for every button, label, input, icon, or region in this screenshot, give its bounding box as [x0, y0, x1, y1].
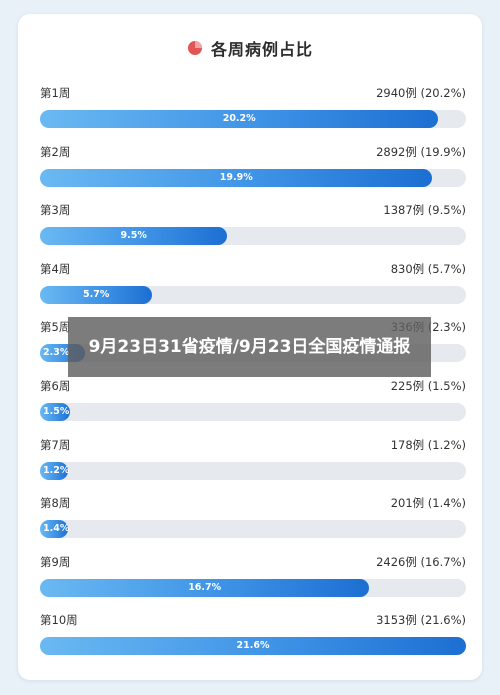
bar-track: 5.7% — [40, 285, 466, 304]
chart-header: 各周病例占比 — [18, 36, 482, 60]
bar — [40, 403, 70, 421]
bar — [40, 637, 466, 656]
row-label: 第8周 — [40, 496, 71, 511]
bar-track: 9.5% — [40, 227, 466, 246]
bar — [40, 285, 153, 304]
bar-data-label: 9.5% — [120, 230, 147, 242]
bar-data-label: 19.9% — [219, 171, 253, 183]
bar-track: 1.5% — [40, 403, 466, 421]
bar-track: 19.9% — [40, 168, 466, 187]
bar-track: 1.4% — [40, 520, 466, 539]
row-label: 第7周 — [40, 437, 71, 452]
bar-track: 20.2% — [40, 110, 466, 128]
row-label: 第3周 — [40, 203, 71, 218]
bar — [40, 168, 433, 187]
bar — [40, 227, 228, 246]
bar-track: 16.7% — [40, 578, 466, 597]
row-label: 第6周 — [40, 379, 71, 393]
bar-data-label: 16.7% — [188, 581, 222, 593]
row-value: 830例 (5.7%) — [390, 261, 466, 276]
bar-track: 21.6% — [40, 637, 466, 656]
bar-data-label: 21.6% — [236, 640, 270, 652]
bar-track: 1.2% — [40, 461, 466, 480]
row-value: 178例 (1.2%) — [390, 437, 466, 452]
row-value: 1387例 (9.5%) — [383, 203, 466, 218]
bar — [40, 461, 68, 480]
bar — [40, 110, 439, 128]
row-label: 第5周 — [40, 320, 71, 335]
headline-banner: 9月23日31省疫情/9月23日全国疫情通报 — [68, 317, 431, 377]
bar — [40, 520, 68, 539]
bar-data-label: 20.2% — [222, 113, 256, 124]
row-label: 第1周 — [40, 86, 71, 100]
row-value: 201例 (1.4%) — [390, 496, 466, 511]
row-value: 2892例 (19.9%) — [376, 144, 466, 159]
chart-title: 各周病例占比 — [210, 40, 313, 59]
row-label: 第2周 — [40, 144, 71, 159]
bar-data-label: 5.7% — [83, 288, 110, 300]
bar-data-label: 1.5% — [43, 406, 70, 417]
row-label: 第4周 — [40, 261, 71, 276]
bar — [40, 578, 370, 597]
bar-data-label: 2.3% — [43, 347, 70, 359]
row-label: 第10周 — [40, 613, 78, 628]
row-value: 225例 (1.5%) — [390, 379, 466, 393]
row-label: 第9周 — [40, 554, 71, 569]
bar-data-label: 1.4% — [43, 523, 70, 535]
row-value: 2426例 (16.7%) — [376, 554, 466, 569]
bar-data-label: 1.2% — [43, 464, 70, 476]
row-value: 2940例 (20.2%) — [376, 86, 466, 100]
row-value: 3153例 (21.6%) — [376, 613, 466, 628]
pie-chart-icon — [187, 41, 202, 55]
